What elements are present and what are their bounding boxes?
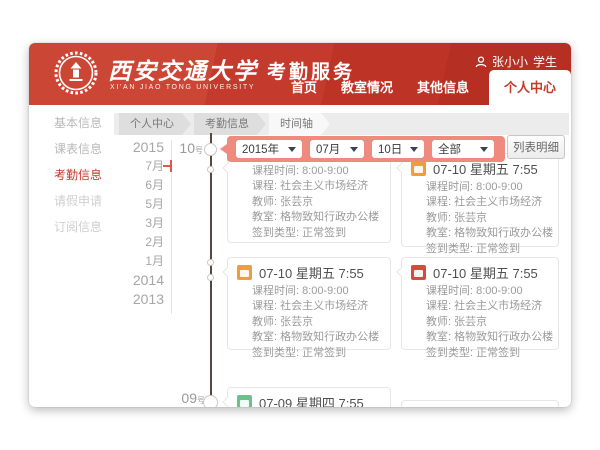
- timeline-node-small: [207, 274, 214, 281]
- user-role: 学生: [532, 55, 557, 69]
- timeline-axis: [210, 133, 212, 407]
- teacher-name: 教师: 张芸京: [252, 315, 314, 328]
- month-dropdown-value: 07月: [316, 144, 341, 156]
- chevron-down-icon: [410, 147, 418, 156]
- day-marker-10: 10号: [179, 140, 203, 156]
- list-detail-button[interactable]: 列表明细: [507, 135, 565, 159]
- breadcrumb: 个人中心 考勤信息 时间轴: [114, 113, 569, 135]
- filter-bubble-tail: [220, 144, 227, 154]
- attendance-card[interactable]: 07-10 星期五 7:55 课程时间: 8:00-9:00 课程: 社会主义市…: [395, 257, 559, 359]
- app-window: 西安交通大学 考勤服务 XI'AN JIAO TONG UNIVERSITY 张…: [29, 43, 571, 407]
- scale-year-2015[interactable]: 2015: [132, 139, 164, 155]
- checkin-status-icon: [411, 161, 426, 176]
- month-dropdown[interactable]: 07月: [310, 140, 364, 158]
- teacher-name: 教师: 张芸京: [426, 315, 488, 328]
- nav-item-personal-center[interactable]: 个人中心: [488, 70, 571, 105]
- teacher-name: 教师: 张芸京: [426, 211, 488, 224]
- timeline-node-large: [203, 395, 218, 407]
- sidebar-item-attendance-info[interactable]: 考勤信息: [54, 168, 103, 182]
- checkin-type: 签到类型: 正常签到: [426, 346, 521, 359]
- checkin-status-icon: [237, 265, 252, 280]
- nav-item-classrooms[interactable]: 教室情况: [340, 80, 393, 95]
- scale-year-2014[interactable]: 2014: [132, 272, 164, 288]
- user-name: 张小小: [491, 55, 528, 69]
- day-dropdown-value: 10日: [378, 144, 403, 156]
- card-date-title: 07-10 星期五 7:55: [259, 266, 364, 281]
- checkin-status-icon: [237, 395, 252, 407]
- nav-item-other-info[interactable]: 其他信息: [416, 80, 469, 95]
- card-date-title: 07-10 星期五 7:55: [433, 266, 538, 281]
- breadcrumb-attendance-info[interactable]: 考勤信息: [194, 113, 266, 135]
- sidebar-item-subscription-info[interactable]: 订阅信息: [54, 220, 103, 234]
- current-month-marker-tick: [170, 160, 172, 172]
- course-name: 课程: 社会主义市场经济: [252, 300, 369, 313]
- nav-item-home[interactable]: 首页: [290, 80, 317, 95]
- day-dropdown[interactable]: 10日: [372, 140, 424, 158]
- checkin-type: 签到类型: 正常签到: [426, 242, 521, 255]
- course-name: 课程: 社会主义市场经济: [426, 300, 543, 313]
- classroom: 教室: 格物致知行政办公楼: [252, 331, 380, 344]
- year-dropdown[interactable]: 2015年: [236, 140, 302, 158]
- attendance-card[interactable]: 07-10 星期五 7:55 课程时间: 8:00-9:00 课程: 社会主义市…: [221, 257, 391, 359]
- brand-titles: 西安交通大学 考勤服务: [108, 52, 355, 86]
- filter-bubble: 2015年 07月 10日 全部: [227, 136, 505, 162]
- scale-month-may[interactable]: 5月: [145, 197, 164, 211]
- scale-month-jun[interactable]: 6月: [145, 178, 164, 192]
- scale-month-mar[interactable]: 3月: [145, 216, 164, 230]
- main-nav: 首页 教室情况 其他信息 个人中心: [279, 70, 571, 105]
- checkin-type: 签到类型: 正常签到: [252, 226, 347, 239]
- classroom: 教室: 格物致知行政办公楼: [426, 227, 554, 240]
- chevron-down-icon: [288, 147, 296, 156]
- timeline-node-small: [207, 259, 214, 266]
- type-dropdown[interactable]: 全部: [432, 140, 494, 158]
- attendance-card[interactable]: 课程时间: 8:00-9:00 课程: 社会主义市场经济 教师: 张芸京 教室:…: [221, 153, 391, 243]
- scale-divider: [171, 140, 172, 314]
- year-dropdown-value: 2015年: [242, 144, 280, 156]
- sidebar-item-leave-request[interactable]: 请假申请: [54, 194, 103, 208]
- course-time: 课程时间: 8:00-9:00: [426, 285, 523, 297]
- sidebar-item-schedule-info[interactable]: 课表信息: [54, 142, 103, 156]
- attendance-card[interactable]: 07-09 星期四 7:55: [221, 387, 391, 407]
- sidebar-item-basic-info[interactable]: 基本信息: [54, 116, 103, 130]
- scale-month-jul[interactable]: 7月: [145, 159, 164, 173]
- breadcrumb-personal-center[interactable]: 个人中心: [119, 113, 191, 135]
- chevron-down-icon: [480, 147, 488, 156]
- course-name: 课程: 社会主义市场经济: [426, 196, 543, 209]
- app-header: 西安交通大学 考勤服务 XI'AN JIAO TONG UNIVERSITY 张…: [29, 43, 571, 105]
- chevron-down-icon: [350, 147, 358, 156]
- course-name: 课程: 社会主义市场经济: [252, 180, 369, 193]
- checkin-status-icon: [411, 265, 426, 280]
- scale-month-jan[interactable]: 1月: [145, 254, 164, 268]
- app-title: 考勤服务: [267, 62, 356, 83]
- course-time: 课程时间: 8:00-9:00: [252, 165, 349, 177]
- timeline-scale: 2015 7月 6月 5月 3月 2月 1月 2014 2013: [117, 138, 164, 309]
- scale-month-feb[interactable]: 2月: [145, 235, 164, 249]
- user-account[interactable]: 张小小 学生: [475, 53, 557, 70]
- card-date-title: 07-10 星期五 7:55: [433, 162, 538, 177]
- checkin-type: 签到类型: 正常签到: [252, 346, 347, 359]
- attendance-card-partial[interactable]: [401, 400, 559, 407]
- teacher-name: 教师: 张芸京: [252, 195, 314, 208]
- scale-year-2013[interactable]: 2013: [132, 291, 164, 307]
- sidebar: 基本信息 课表信息 考勤信息 请假申请 订阅信息: [29, 110, 114, 240]
- university-name: 西安交通大学: [108, 59, 258, 84]
- day-marker-09: 09号: [181, 390, 205, 406]
- classroom: 教室: 格物致知行政办公楼: [426, 331, 554, 344]
- card-date-title: 07-09 星期四 7:55: [259, 396, 364, 407]
- classroom: 教室: 格物致知行政办公楼: [252, 211, 380, 224]
- course-time: 课程时间: 8:00-9:00: [252, 285, 349, 297]
- university-name-en: XI'AN JIAO TONG UNIVERSITY: [110, 84, 256, 91]
- university-logo-icon: [54, 51, 98, 95]
- type-dropdown-value: 全部: [438, 144, 461, 156]
- attendance-card[interactable]: 07-10 星期五 7:55 课程时间: 8:00-9:00 课程: 社会主义市…: [395, 153, 559, 255]
- timeline-node-small: [207, 166, 214, 173]
- person-icon: [475, 55, 487, 67]
- course-time: 课程时间: 8:00-9:00: [426, 181, 523, 193]
- timeline-node-large: [204, 143, 217, 156]
- current-month-marker: [163, 165, 171, 167]
- breadcrumb-timeline[interactable]: 时间轴: [269, 113, 330, 135]
